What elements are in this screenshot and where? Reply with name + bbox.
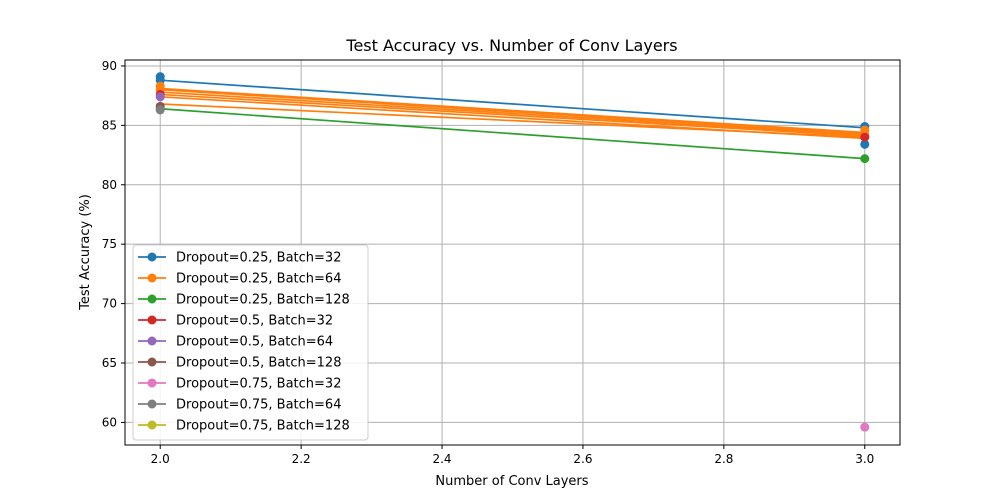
data-point	[860, 132, 870, 142]
legend-entry: Dropout=0.75, Batch=128	[176, 419, 350, 434]
y-axis-label: Test Accuracy (%)	[78, 194, 93, 311]
legend-box	[132, 244, 369, 441]
x-tick-label: 2.2	[292, 452, 311, 466]
legend-entry: Dropout=0.5, Batch=128	[176, 356, 341, 371]
series-lines	[160, 79, 865, 160]
legend-marker	[147, 273, 157, 283]
y-tick-label: 85	[102, 118, 117, 132]
legend-entry: Dropout=0.25, Batch=128	[176, 293, 350, 308]
x-axis-label: Number of Conv Layers	[435, 474, 588, 489]
legend-entry: Dropout=0.75, Batch=64	[176, 398, 341, 413]
y-axis-ticks: 60 65 70 75 80 85 90	[102, 59, 125, 429]
y-tick-label: 80	[102, 178, 117, 192]
y-tick-label: 70	[102, 297, 117, 311]
series-line	[160, 87, 865, 134]
legend-entry: Dropout=0.5, Batch=64	[176, 335, 333, 350]
x-tick-label: 2.8	[714, 452, 733, 466]
data-point	[155, 105, 165, 115]
x-axis-ticks: 2.0 2.2 2.4 2.6 2.8 3.0	[151, 445, 874, 466]
y-tick-label: 65	[102, 356, 117, 370]
legend-entry: Dropout=0.25, Batch=64	[176, 272, 341, 287]
legend-marker	[147, 357, 157, 367]
chart-title: Test Accuracy vs. Number of Conv Layers	[345, 36, 677, 55]
y-tick-label: 75	[102, 237, 117, 251]
data-point	[860, 154, 870, 164]
legend-marker	[147, 294, 157, 304]
y-tick-label: 60	[102, 415, 117, 429]
legend-marker	[147, 315, 157, 325]
data-point	[155, 92, 165, 102]
legend-marker	[147, 399, 157, 409]
x-tick-label: 2.6	[573, 452, 592, 466]
data-point	[860, 139, 870, 149]
legend-marker	[147, 378, 157, 388]
legend: Dropout=0.25, Batch=32 Dropout=0.25, Batc…	[132, 244, 369, 441]
legend-marker	[147, 420, 157, 430]
series-markers	[155, 72, 870, 432]
series-line	[160, 79, 865, 129]
legend-entry: Dropout=0.75, Batch=32	[176, 377, 341, 392]
plot-frame	[124, 59, 901, 446]
legend-marker	[147, 252, 157, 262]
x-tick-label: 3.0	[855, 452, 874, 466]
series-line	[160, 107, 865, 160]
series-line	[160, 95, 865, 140]
series-line	[160, 91, 865, 136]
y-tick-label: 90	[102, 59, 117, 73]
data-point	[860, 422, 870, 432]
legend-entry: Dropout=0.25, Batch=32	[176, 251, 341, 266]
legend-entry: Dropout=0.5, Batch=32	[176, 314, 333, 329]
x-tick-label: 2.4	[432, 452, 451, 466]
series-line	[160, 93, 865, 137]
series-line	[160, 88, 865, 135]
x-tick-label: 2.0	[151, 452, 170, 466]
legend-marker	[147, 336, 157, 346]
